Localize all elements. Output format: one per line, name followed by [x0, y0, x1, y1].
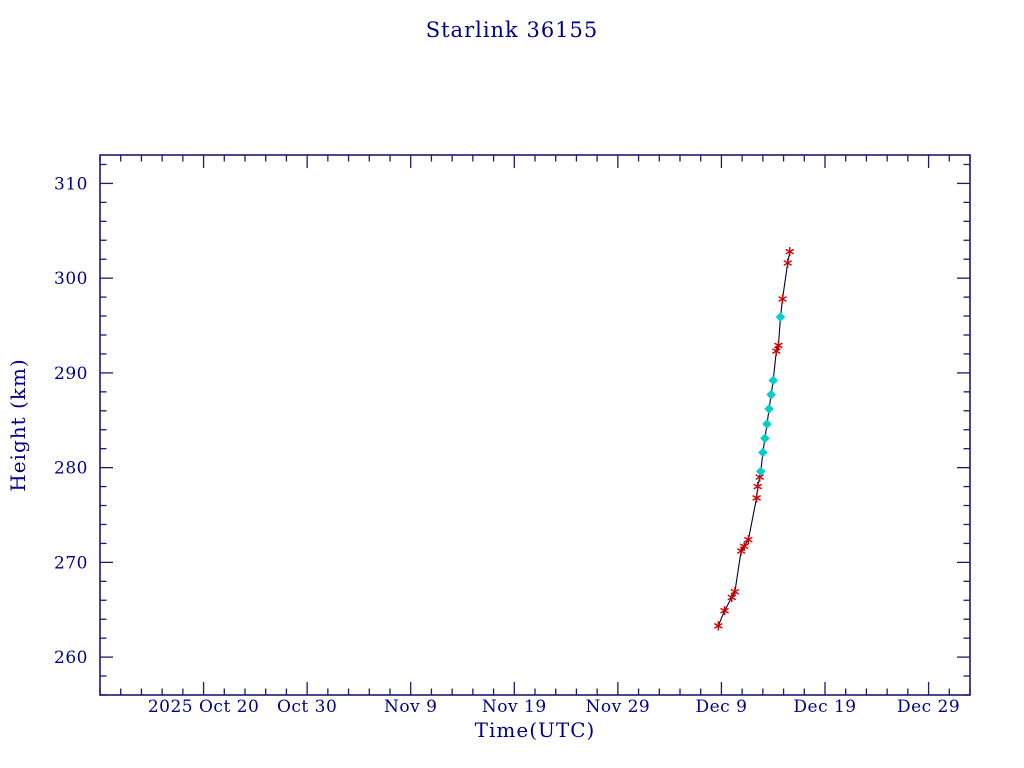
- red-asterisk-marker: [778, 296, 787, 302]
- x-tick-label: Dec 29: [897, 697, 960, 717]
- x-tick-label: Nov 9: [384, 697, 437, 717]
- red-asterisk-marker: [720, 607, 729, 614]
- red-asterisk-marker: [752, 495, 761, 501]
- red-asterisk-marker: [785, 248, 795, 255]
- red-asterisk-marker: [774, 342, 783, 349]
- red-asterisk-marker: [730, 588, 740, 595]
- cyan-diamond-marker: [762, 419, 772, 429]
- x-tick-label: Nov 29: [585, 697, 650, 717]
- red-asterisk-marker: [753, 483, 763, 490]
- x-tick-label: Oct 30: [277, 697, 337, 717]
- red-asterisk-marker: [744, 536, 753, 543]
- y-tick-label: 290: [54, 364, 88, 384]
- red-asterisk-marker: [783, 260, 793, 266]
- cyan-diamond-marker: [755, 466, 766, 477]
- y-tick-label: 260: [54, 648, 88, 668]
- y-tick-label: 280: [54, 459, 88, 479]
- x-axis-label: Time(UTC): [474, 718, 596, 742]
- x-tick-label: Nov 19: [482, 697, 547, 717]
- y-tick-label: 310: [54, 174, 88, 194]
- cyan-diamond-marker: [766, 389, 776, 400]
- x-tick-label: Dec 19: [793, 697, 856, 717]
- x-tick-label: Dec 9: [695, 697, 747, 717]
- cyan-diamond-marker: [758, 447, 768, 458]
- red-asterisk-marker: [755, 474, 765, 481]
- cyan-diamond-marker: [764, 404, 774, 414]
- y-tick-label: 270: [54, 553, 88, 573]
- x-tick-label: 2025 Oct 20: [148, 697, 260, 717]
- red-asterisk-marker: [739, 543, 749, 550]
- y-tick-label: 300: [54, 269, 88, 289]
- chart-title: Starlink 36155: [425, 18, 599, 42]
- cyan-diamond-marker: [768, 375, 779, 386]
- red-asterisk-marker: [713, 622, 723, 629]
- cyan-diamond-marker: [775, 312, 786, 322]
- plot-frame: [99, 154, 971, 696]
- cyan-diamond-marker: [760, 433, 770, 444]
- height-line: [717, 251, 791, 627]
